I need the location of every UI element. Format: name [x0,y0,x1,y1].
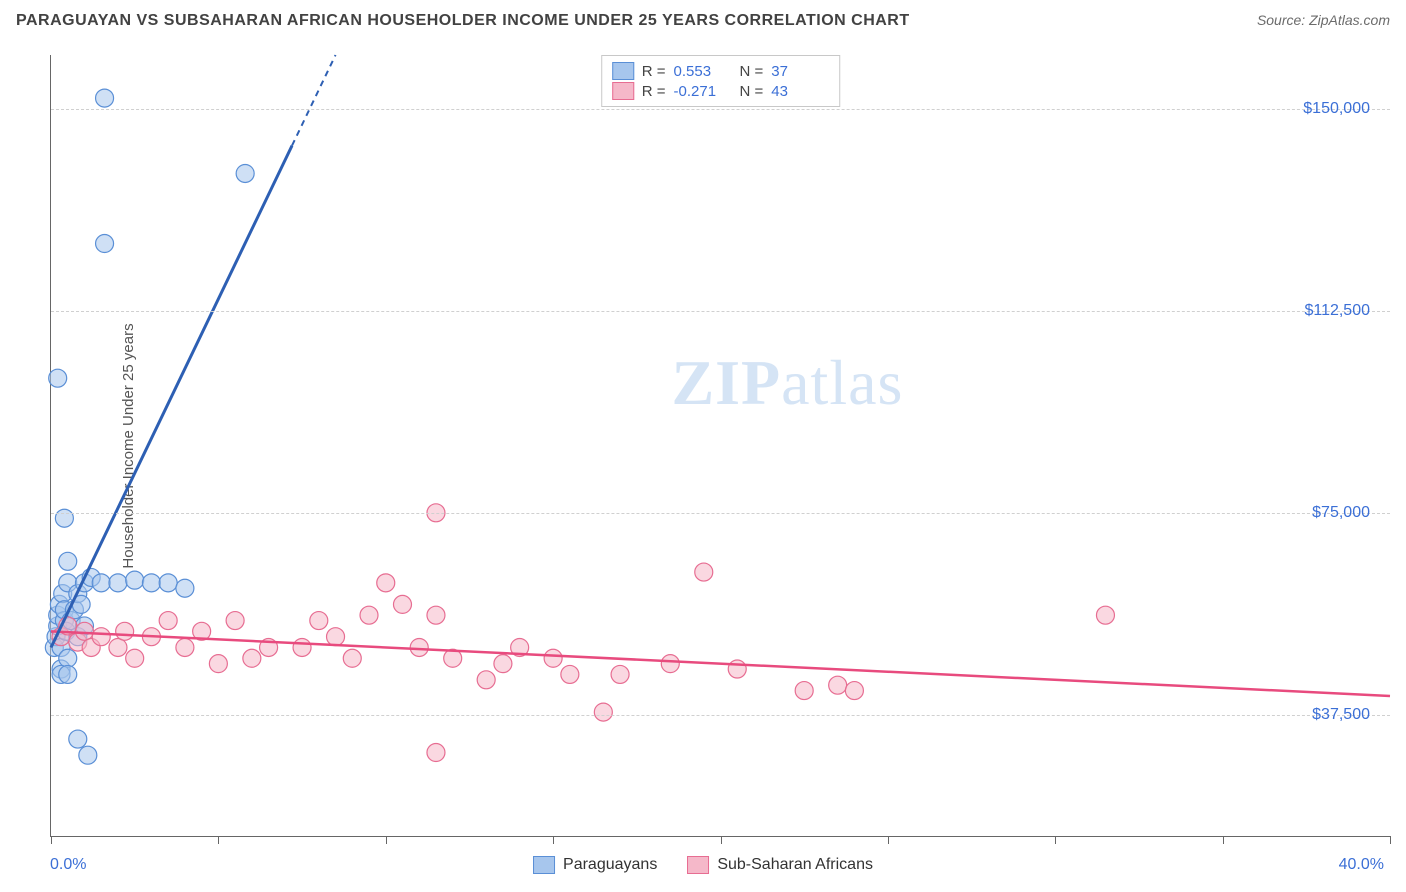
data-point [109,638,127,656]
data-point [59,649,77,667]
source-attribution: Source: ZipAtlas.com [1257,12,1390,28]
gridline [51,715,1390,716]
data-point [360,606,378,624]
gridline [51,513,1390,514]
swatch-blue [533,856,555,874]
data-point [611,665,629,683]
y-tick-label: $75,000 [1312,504,1370,522]
data-point [79,746,97,764]
data-point [226,612,244,630]
data-point [427,744,445,762]
source-prefix: Source: [1257,12,1309,28]
stat-r-label: R = [642,83,666,100]
legend-item-blue: Paraguayans [533,856,657,874]
x-tick [1223,836,1224,844]
data-point [343,649,361,667]
data-point [126,649,144,667]
data-point [310,612,328,630]
stat-n-label: N = [740,63,764,80]
x-tick [51,836,52,844]
data-point [159,612,177,630]
data-point [96,89,114,107]
y-tick-label: $112,500 [1304,302,1370,320]
correlation-legend: R = 0.553 N = 37 R = -0.271 N = 43 [601,55,841,107]
data-point [75,622,93,640]
x-tick [721,836,722,844]
data-point [159,574,177,592]
data-point [427,606,445,624]
legend-row-pink: R = -0.271 N = 43 [612,82,830,100]
data-point [69,730,87,748]
data-point [561,665,579,683]
gridline [51,109,1390,110]
data-point [176,638,194,656]
source-name: ZipAtlas.com [1309,12,1390,28]
data-point [96,235,114,253]
data-point [829,676,847,694]
data-point [92,574,110,592]
swatch-pink [612,82,634,100]
data-point [293,638,311,656]
x-tick [386,836,387,844]
swatch-blue [612,62,634,80]
legend-item-pink: Sub-Saharan Africans [687,856,873,874]
chart-title: PARAGUAYAN VS SUBSAHARAN AFRICAN HOUSEHO… [16,12,910,30]
gridline [51,311,1390,312]
stat-r-value-pink: -0.271 [674,83,732,100]
x-tick [553,836,554,844]
x-axis-max-label: 40.0% [1339,856,1384,874]
stat-n-label: N = [740,83,764,100]
data-point [49,369,67,387]
chart-area: ZIPatlas R = 0.553 N = 37 R = -0.271 N =… [50,55,1390,837]
swatch-pink [687,856,709,874]
x-tick [218,836,219,844]
data-point [1096,606,1114,624]
stat-r-label: R = [642,63,666,80]
data-point [109,574,127,592]
data-point [92,628,110,646]
data-point [695,563,713,581]
legend-label-pink: Sub-Saharan Africans [717,856,873,874]
x-tick [1055,836,1056,844]
data-point [176,579,194,597]
data-point [393,595,411,613]
y-tick-label: $150,000 [1303,100,1370,118]
legend-row-blue: R = 0.553 N = 37 [612,62,830,80]
data-point [126,571,144,589]
data-point [795,682,813,700]
legend-label-blue: Paraguayans [563,856,657,874]
x-tick [888,836,889,844]
data-point [209,655,227,673]
data-point [59,552,77,570]
plot-region: ZIPatlas R = 0.553 N = 37 R = -0.271 N =… [50,55,1390,837]
data-point [142,574,160,592]
data-point [59,665,77,683]
plot-svg [51,55,1390,836]
x-tick [1390,836,1391,844]
data-point [494,655,512,673]
trend-line [51,146,292,648]
x-axis-min-label: 0.0% [50,856,86,874]
data-point [327,628,345,646]
stat-n-value-pink: 43 [771,83,829,100]
stat-r-value-blue: 0.553 [674,63,732,80]
data-point [661,655,679,673]
data-point [845,682,863,700]
data-point [594,703,612,721]
data-point [410,638,428,656]
y-tick-label: $37,500 [1312,706,1370,724]
data-point [544,649,562,667]
data-point [243,649,261,667]
trend-line [292,55,336,146]
data-point [116,622,134,640]
data-point [377,574,395,592]
data-point [477,671,495,689]
series-legend: Paraguayans Sub-Saharan Africans [533,856,873,874]
stat-n-value-blue: 37 [771,63,829,80]
data-point [236,164,254,182]
data-point [728,660,746,678]
